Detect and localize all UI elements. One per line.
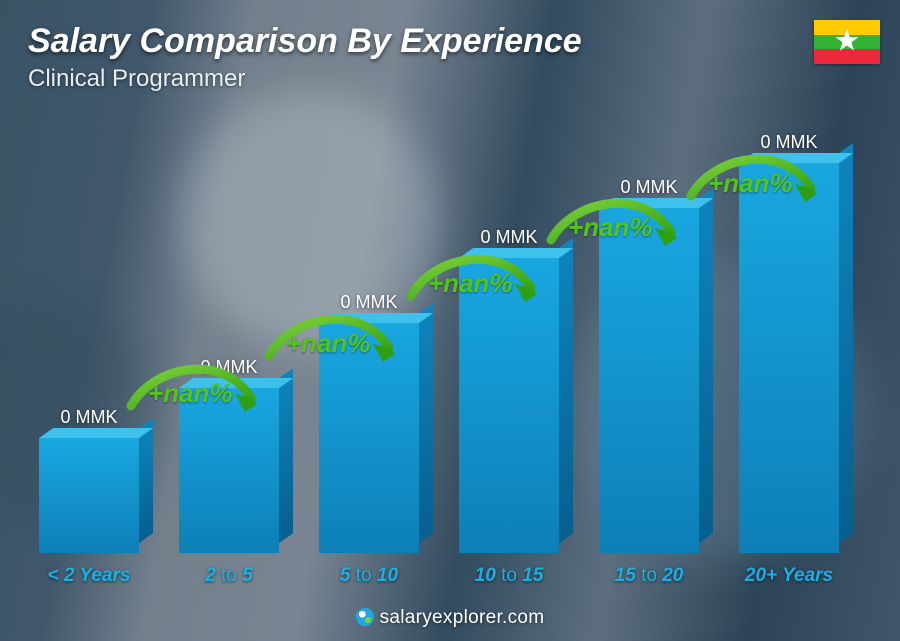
bar-front bbox=[599, 208, 699, 553]
bar-side bbox=[419, 303, 433, 543]
bar-side bbox=[139, 418, 153, 543]
bar bbox=[459, 258, 559, 553]
bar-cap bbox=[459, 248, 573, 258]
bar bbox=[39, 438, 139, 553]
bar-side bbox=[559, 238, 573, 543]
bar-front bbox=[179, 388, 279, 553]
bar-cap bbox=[599, 198, 713, 208]
page-subtitle: Clinical Programmer bbox=[28, 65, 582, 93]
bar-slot: 0 MMK bbox=[448, 120, 570, 553]
bar-cap bbox=[319, 313, 433, 323]
x-axis-label: 2 to 5 bbox=[168, 565, 290, 587]
flag-star-icon: ★ bbox=[834, 26, 861, 56]
bar-value-label: 0 MMK bbox=[760, 132, 817, 153]
x-axis-label: 5 to 10 bbox=[308, 565, 430, 587]
bar-front bbox=[739, 163, 839, 553]
bar-side bbox=[839, 143, 853, 543]
bar bbox=[319, 323, 419, 553]
bar-side bbox=[279, 368, 293, 543]
x-axis: < 2 Years 2 to 5 5 to 10 10 to 15 15 to 20 20… bbox=[28, 565, 850, 587]
chart-area: 0 MMK 0 MMK 0 MMK 0 MMK 0 MMK 0 MMK bbox=[28, 120, 850, 553]
x-axis-label: 10 to 15 bbox=[448, 565, 570, 587]
bar-slot: 0 MMK bbox=[588, 120, 710, 553]
x-axis-label: < 2 Years bbox=[28, 565, 150, 587]
bar-slot: 0 MMK bbox=[28, 120, 150, 553]
logo-icon bbox=[356, 608, 374, 626]
bar bbox=[179, 388, 279, 553]
bar-slot: 0 MMK bbox=[308, 120, 430, 553]
chart-stage: Salary Comparison By Experience Clinical… bbox=[0, 0, 900, 641]
bar-value-label: 0 MMK bbox=[340, 292, 397, 313]
footer-text: salaryexplorer.com bbox=[380, 607, 545, 628]
bar-cap bbox=[39, 428, 153, 438]
bar-slot: 0 MMK bbox=[168, 120, 290, 553]
bar-side bbox=[699, 188, 713, 543]
bar-value-label: 0 MMK bbox=[200, 357, 257, 378]
bar-value-label: 0 MMK bbox=[480, 227, 537, 248]
country-flag-myanmar: ★ bbox=[814, 20, 880, 64]
x-axis-label: 15 to 20 bbox=[588, 565, 710, 587]
bar-front bbox=[39, 438, 139, 553]
page-title: Salary Comparison By Experience bbox=[28, 22, 582, 61]
x-axis-label: 20+ Years bbox=[728, 565, 850, 587]
bar-value-label: 0 MMK bbox=[60, 407, 117, 428]
bar-slot: 0 MMK bbox=[728, 120, 850, 553]
bar bbox=[739, 163, 839, 553]
bar-value-label: 0 MMK bbox=[620, 177, 677, 198]
title-block: Salary Comparison By Experience Clinical… bbox=[28, 22, 582, 93]
bar bbox=[599, 208, 699, 553]
footer: salaryexplorer.com bbox=[0, 607, 900, 629]
bar-front bbox=[319, 323, 419, 553]
bar-front bbox=[459, 258, 559, 553]
bar-cap bbox=[179, 378, 293, 388]
bar-cap bbox=[739, 153, 853, 163]
